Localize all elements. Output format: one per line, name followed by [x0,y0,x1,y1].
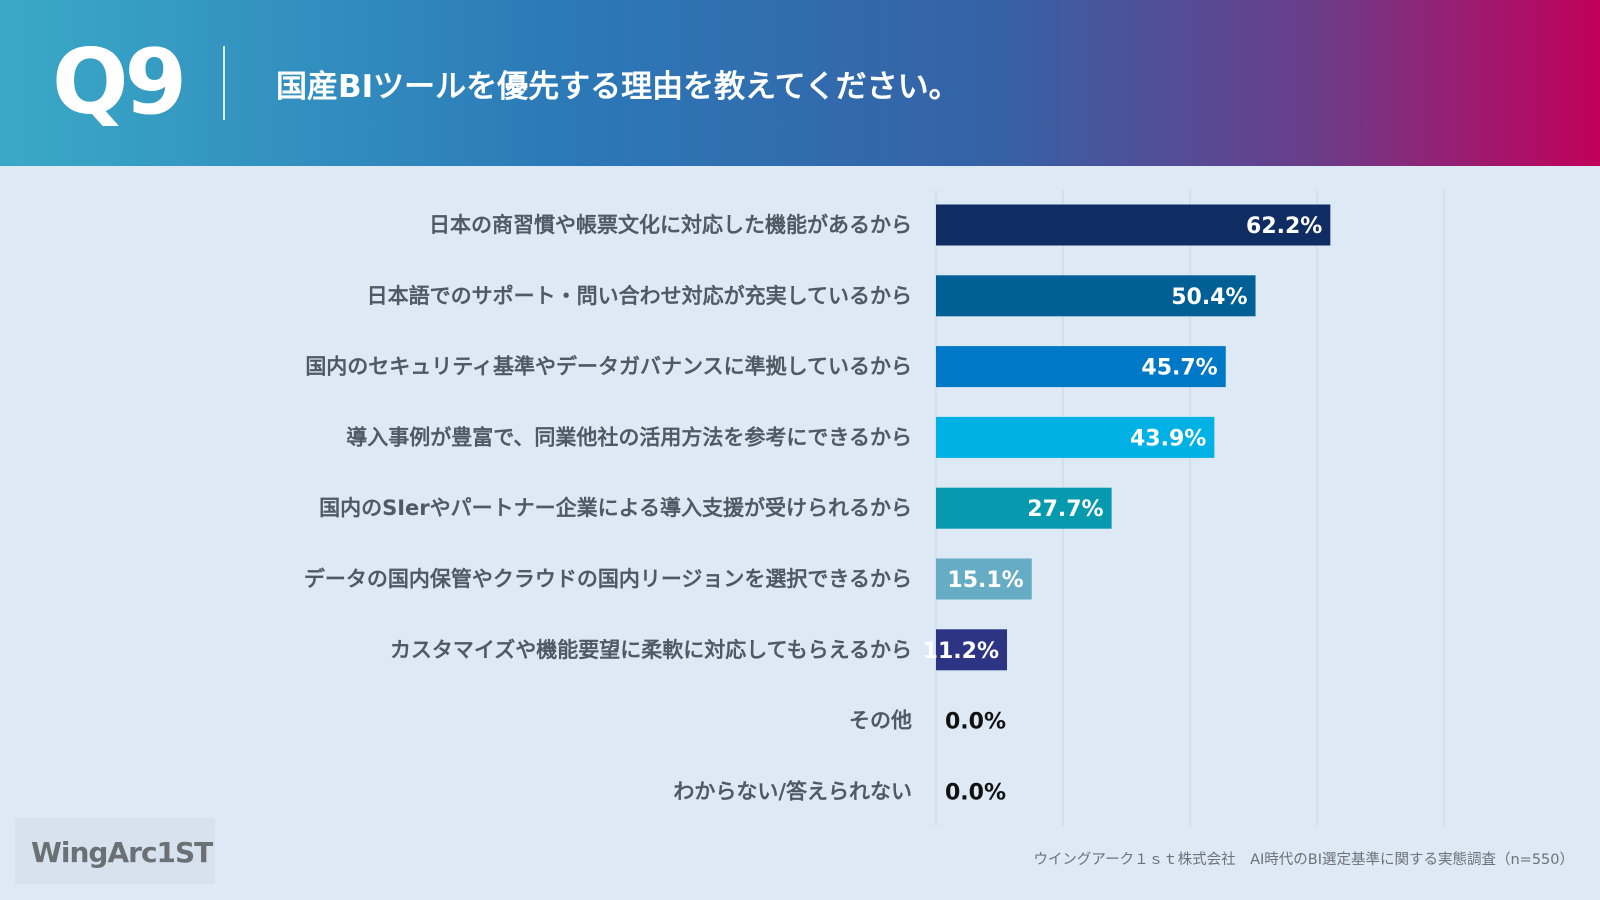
category-label: データの国内保管やクラウドの国内リージョンを選択できるから [304,567,912,591]
category-label: わからない/答えられない [673,779,912,803]
category-label: 導入事例が豊富で、同業他社の活用方法を参考にできるから [346,425,912,449]
bar [936,558,1032,600]
value-label: 0.0% [945,780,1006,805]
bar [936,275,1256,317]
bar [936,629,1008,671]
bar [936,346,1226,388]
category-label: 国内のSIerやパートナー企業による導入支援が受けられるから [319,496,912,520]
header-banner: Q9 国産BIツールを優先する理由を教えてください。 [0,0,1600,166]
bar [936,416,1215,458]
value-label: 27.7% [1027,497,1103,522]
category-label: 日本の商習慣や帳票文化に対応した機能があるから [429,213,912,237]
value-label: 45.7% [1141,356,1217,381]
bar [936,487,1112,529]
category-label: カスタマイズや機能要望に柔軟に対応してもらえるから [390,638,912,662]
value-label: 15.1% [947,568,1023,593]
value-label: 62.2% [1246,214,1322,239]
value-label: 43.9% [1130,426,1206,451]
value-label: 50.4% [1171,285,1247,310]
question-number: Q9 [52,30,187,135]
header-divider [223,46,225,120]
question-title: 国産BIツールを優先する理由を教えてください。 [276,69,960,105]
value-label: 11.2% [923,639,999,664]
logo-text: WingArc1ST [31,836,213,869]
company-logo: WingArc1ST [15,818,215,884]
category-label: 日本語でのサポート・問い合わせ対応が充実しているから [367,284,912,308]
value-label: 0.0% [945,710,1006,735]
category-label: 国内のセキュリティ基準やデータガバナンスに準拠しているから [305,355,912,379]
source-note: ウイングアーク１ｓｔ株式会社 AI時代のBI選定基準に関する実態調査（n=550… [1033,852,1574,868]
category-label: その他 [849,709,912,733]
bar [936,204,1331,246]
